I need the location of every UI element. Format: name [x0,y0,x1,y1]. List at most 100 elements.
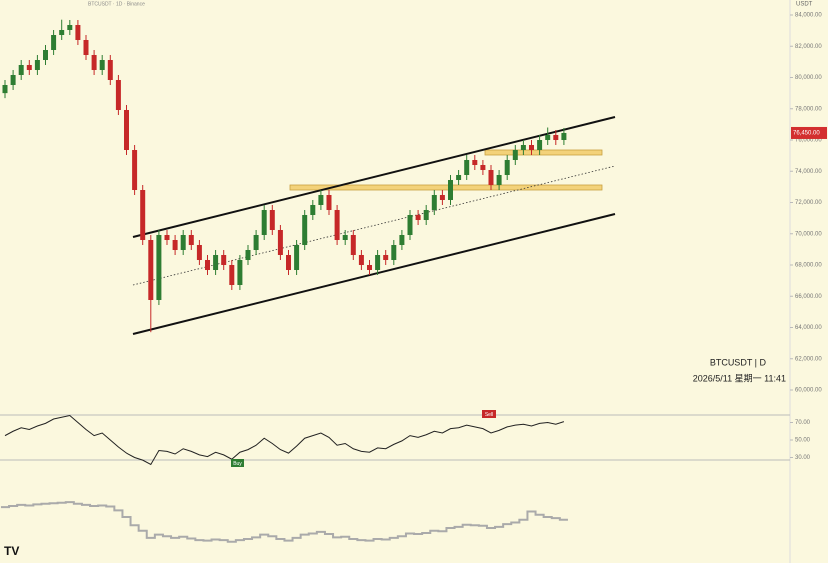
candle-body [383,255,389,260]
candle-body [180,235,186,250]
candle-body [205,260,210,270]
candle-body [51,35,57,50]
candle-body [423,210,429,220]
symbol-label: BTCUSDT | D [710,357,767,367]
candle-body [375,255,381,270]
candle-body [529,145,534,150]
candle-body [561,132,567,140]
timestamp: 2026/5/11 星期一 11:41 [693,373,786,383]
candle-body [132,150,138,190]
y-tick-label: 82,000.00 [795,44,822,50]
candle-body [99,60,105,70]
candle-body [245,250,251,260]
candle-body [326,195,332,210]
indicator-line [0,501,568,543]
channel-line [132,213,616,335]
candle-body [358,255,364,265]
candle-body [277,230,283,255]
candle-body [10,75,16,85]
candle-body [302,215,308,245]
candle-body [496,175,502,185]
y-tick-label: 66,000.00 [795,294,822,300]
candle-body [18,65,24,75]
candle-body [439,195,445,200]
candle-body [318,195,324,205]
candle-body [391,245,397,260]
y-tick-label: 84,000.00 [795,13,822,19]
y-tick-label: 76,000.00 [795,138,822,144]
channel-line [132,116,616,238]
candle-body [124,110,129,150]
candle-body [115,80,121,110]
candle-body [367,265,372,270]
candle-body [334,210,340,240]
candle-body [75,25,81,40]
candle-body [310,205,316,215]
candle-body [43,50,48,60]
candle-body [415,215,421,220]
candle-body [472,160,478,165]
candle-body [504,160,510,175]
candle-body [350,235,356,255]
candle-body [294,245,300,270]
y-tick-label: 64,000.00 [795,325,822,331]
candle-body [553,135,559,140]
y-tick-label: 70.00 [795,420,811,426]
candle-body [261,210,267,235]
candle-body [448,180,453,200]
candle-body [237,260,243,285]
candle-body [464,160,470,175]
zone [484,149,603,156]
candle-body [156,235,162,300]
logo: TV [4,544,19,558]
buy-label: Buy [233,461,242,467]
y-tick-label: 70,000.00 [795,231,822,237]
candle-body [537,140,543,150]
y-tick-label: 72,000.00 [795,200,822,206]
channel-midline [132,165,616,286]
zone [289,184,603,191]
buy-tag [231,459,244,467]
y-tick-label: 78,000.00 [795,106,822,112]
y-tick-label: 60,000.00 [795,388,822,394]
candle-body [2,85,8,94]
candle-body [172,240,178,250]
candle-body [140,190,146,240]
candle-body [83,40,89,55]
candle-body [91,55,97,70]
candle-body [342,235,348,240]
candle-body [407,215,413,235]
candle-body [431,195,437,210]
sell-tag [482,410,496,418]
y-tick-label: 62,000.00 [795,356,822,362]
price-tag-label: 76,450.00 [793,131,820,137]
price-tag [791,126,827,139]
candle-body [253,235,259,250]
candle-body [196,245,202,260]
candle-body [520,145,526,150]
y-tick-label: 68,000.00 [795,263,822,269]
rsi-line [4,414,565,466]
candle-body [399,235,405,245]
candle-body [34,60,40,70]
candle-body [286,255,291,270]
candle-body [229,265,235,285]
sell-label: Sell [485,412,493,418]
header: BTCUSDT · 1D · Binance [88,1,145,7]
y-tick-label: 80,000.00 [795,75,822,81]
candle-body [269,210,275,230]
candle-body [456,175,462,180]
candle-body [488,170,494,185]
candle-body [213,255,219,270]
y-tick-label: 30.00 [795,455,811,461]
candle-body [221,255,227,265]
y-tick-label: 50.00 [795,438,811,444]
y-tick-label: 74,000.00 [795,169,822,175]
candle-body [545,135,551,140]
candle-body [59,30,65,35]
candle-body [164,235,170,240]
candle-body [480,165,486,170]
